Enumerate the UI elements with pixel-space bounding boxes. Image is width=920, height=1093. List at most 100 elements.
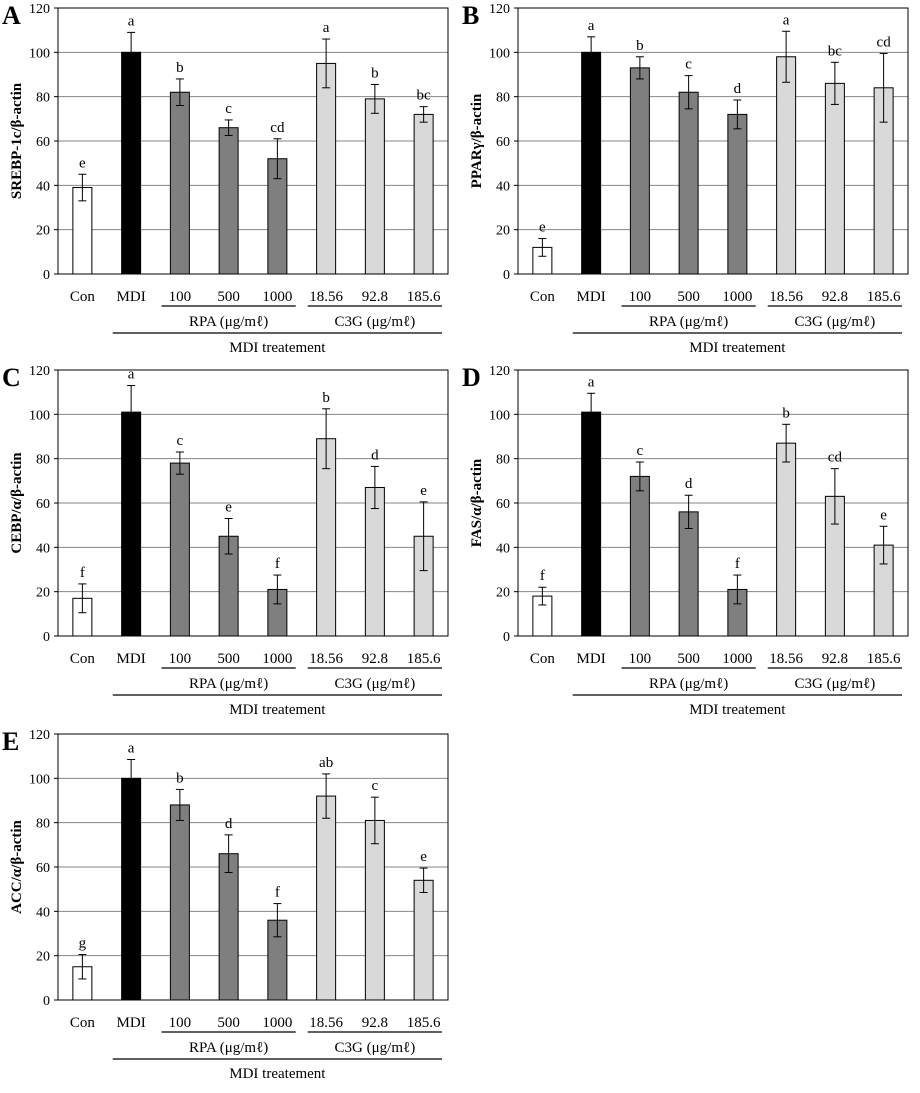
x-tick-label: MDI: [577, 651, 606, 667]
group-label-rpa: RPA (μg/mℓ): [649, 314, 728, 330]
x-tick-label: 185.6: [407, 651, 441, 667]
x-tick-label: 1000: [262, 1015, 292, 1031]
y-tick-label: 100: [489, 408, 510, 423]
x-tick-label: MDI: [117, 651, 146, 667]
significance-letter: b: [176, 770, 184, 786]
significance-letter: a: [128, 740, 135, 756]
x-tick-label: 500: [217, 289, 240, 305]
bar: [629, 475, 650, 637]
x-tick-label: 18.56: [769, 289, 803, 305]
y-tick-label: 20: [36, 224, 50, 239]
group-label-c3g: C3G (μg/mℓ): [795, 676, 876, 692]
significance-letter: c: [637, 443, 644, 459]
significance-letter: c: [225, 101, 232, 117]
significance-letter: e: [880, 507, 887, 523]
y-tick-label: 0: [43, 268, 50, 283]
x-tick-label: 100: [169, 289, 192, 305]
significance-letter: a: [128, 367, 135, 383]
significance-letter: e: [420, 483, 427, 499]
significance-letter: a: [128, 13, 135, 29]
plot-frame: [57, 7, 449, 275]
y-tick-label: 120: [29, 2, 50, 17]
x-tick-label: 100: [629, 651, 652, 667]
x-tick-label: 18.56: [309, 1015, 343, 1031]
bar: [581, 51, 602, 275]
y-tick-label: 0: [43, 994, 50, 1009]
y-tick-label: 60: [496, 135, 510, 150]
significance-letter: bc: [828, 43, 843, 59]
significance-letter: d: [685, 476, 693, 492]
x-tick-label: 500: [677, 289, 700, 305]
group-label-rpa: RPA (μg/mℓ): [189, 676, 268, 692]
x-tick-label: MDI: [577, 289, 606, 305]
y-tick-label: 20: [496, 586, 510, 601]
bar: [678, 91, 699, 275]
significance-letter: a: [588, 374, 595, 390]
panel-letter: E: [2, 727, 19, 756]
y-tick-label: 60: [36, 497, 50, 512]
significance-letter: c: [177, 433, 184, 449]
significance-letter: b: [782, 405, 790, 421]
plot-frame: [57, 369, 449, 637]
y-tick-label: 100: [29, 46, 50, 61]
x-tick-label: Con: [70, 289, 96, 305]
bar: [629, 67, 650, 275]
x-tick-label: 1000: [262, 651, 292, 667]
x-tick-label: 185.6: [407, 1015, 441, 1031]
plot-frame: [517, 369, 909, 637]
x-tick-label: 18.56: [769, 651, 803, 667]
y-tick-label: 80: [36, 453, 50, 468]
significance-letter: b: [176, 60, 184, 76]
bar: [727, 113, 748, 275]
y-axis-label: FAS/α/β-actin: [469, 458, 485, 547]
x-tick-label: 1000: [722, 289, 752, 305]
x-tick-label: Con: [70, 1015, 96, 1031]
chart-panel-c: 0 20 40 60 80 100 120 f Con a MDI c 100 e 500 f 1000 b 18.…: [0, 362, 460, 724]
significance-letter: ab: [319, 755, 333, 771]
chart-svg: 0 20 40 60 80 100 120 f Con a MDI c 100 d 500 f 1000 b 18.…: [462, 363, 909, 718]
y-axis-label: ACC/α/β-actin: [9, 819, 25, 913]
group-label-rpa: RPA (μg/mℓ): [189, 314, 268, 330]
x-tick-label: 92.8: [362, 1015, 388, 1031]
group-label-rpa: RPA (μg/mℓ): [189, 1040, 268, 1056]
panel-letter: C: [2, 363, 21, 392]
chart-panel-b: 0 20 40 60 80 100 120 e Con a MDI b 100 c 500 d 1000 a 18.…: [460, 0, 920, 362]
y-tick-label: 100: [29, 772, 50, 787]
y-tick-label: 120: [489, 364, 510, 379]
group-label-treatment: MDI treatement: [689, 340, 786, 356]
panel-letter: A: [2, 1, 21, 30]
significance-letter: d: [225, 816, 233, 832]
panel-letter: B: [462, 1, 479, 30]
significance-letter: cd: [877, 34, 892, 50]
bar: [316, 795, 337, 1001]
bar: [121, 411, 142, 637]
group-label-treatment: MDI treatement: [689, 702, 786, 718]
bar: [678, 511, 699, 637]
significance-letter: c: [372, 778, 379, 794]
significance-letter: e: [420, 849, 427, 865]
y-tick-label: 80: [36, 91, 50, 106]
chart-panel-a: 0 20 40 60 80 100 120 e Con a MDI b 100 c 500 cd 1000 a 18…: [0, 0, 460, 362]
x-tick-label: 92.8: [822, 651, 848, 667]
x-tick-label: 100: [169, 1015, 192, 1031]
x-tick-label: 185.6: [407, 289, 441, 305]
group-label-treatment: MDI treatement: [229, 1066, 326, 1082]
bar: [218, 853, 239, 1001]
x-tick-label: 18.56: [309, 289, 343, 305]
y-tick-label: 80: [36, 817, 50, 832]
plot-frame: [57, 733, 449, 1001]
x-tick-label: 92.8: [822, 289, 848, 305]
significance-letter: c: [685, 57, 692, 73]
x-tick-label: 100: [169, 651, 192, 667]
significance-letter: b: [322, 390, 330, 406]
y-tick-label: 100: [29, 408, 50, 423]
bar: [169, 462, 190, 637]
significance-letter: f: [80, 565, 85, 581]
significance-letter: cd: [828, 450, 843, 466]
x-tick-label: Con: [530, 651, 556, 667]
significance-letter: a: [323, 20, 330, 36]
plot-frame: [517, 7, 909, 275]
y-tick-label: 80: [496, 91, 510, 106]
bar: [364, 486, 385, 637]
significance-letter: e: [225, 500, 232, 516]
